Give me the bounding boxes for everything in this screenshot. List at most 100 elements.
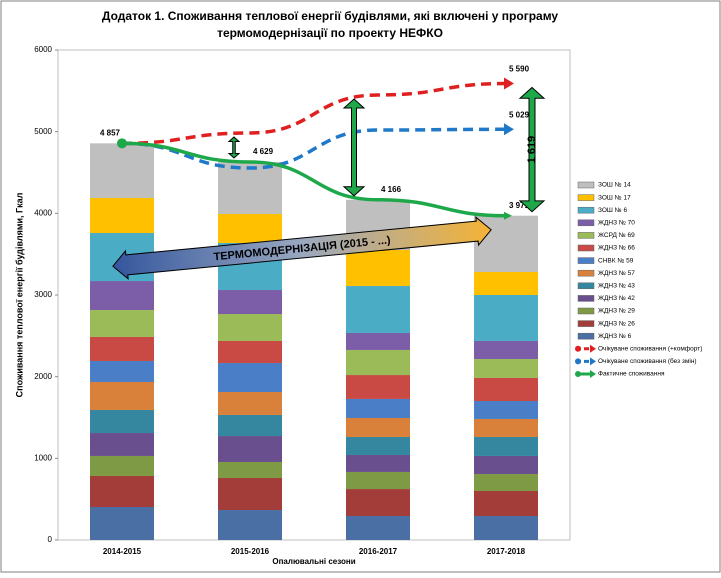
bar-segment bbox=[346, 398, 410, 418]
bar-segment bbox=[346, 515, 410, 540]
legend-label: ЖСРД № 69 bbox=[598, 232, 635, 239]
y-tick-label: 2000 bbox=[34, 372, 52, 381]
legend-swatch bbox=[577, 219, 595, 227]
legend-label: Очікуване споживання (+комфорт) bbox=[598, 345, 702, 353]
bar-segment bbox=[474, 455, 538, 475]
legend-swatch bbox=[577, 181, 595, 189]
data-label: 3 971 bbox=[509, 201, 530, 210]
bar-segment bbox=[218, 363, 282, 393]
bar-segment bbox=[218, 290, 282, 315]
legend-label: СНВК № 59 bbox=[598, 257, 634, 264]
y-tick-label: 5000 bbox=[34, 127, 52, 136]
bar-segment bbox=[218, 392, 282, 415]
gap-arrow bbox=[342, 98, 366, 197]
y-tick-label: 4000 bbox=[34, 208, 52, 217]
bar-segment bbox=[218, 414, 282, 437]
legend-swatch bbox=[590, 357, 596, 366]
bar-segment bbox=[218, 462, 282, 479]
bar-segment bbox=[474, 359, 538, 378]
bar-segment bbox=[474, 474, 538, 491]
bar-segment bbox=[474, 401, 538, 419]
bar-segment bbox=[90, 281, 154, 311]
legend-swatch bbox=[575, 371, 581, 377]
bar-segment bbox=[474, 491, 538, 516]
line-series bbox=[121, 81, 507, 146]
arrow-head bbox=[504, 211, 512, 220]
bar-segment bbox=[346, 286, 410, 333]
legend-label: ЖДНЗ № 66 bbox=[598, 245, 635, 252]
legend-label: ЗОШ № 6 bbox=[598, 207, 627, 214]
bar-segment bbox=[90, 381, 154, 410]
bar-segment bbox=[474, 437, 538, 456]
bar-segment bbox=[218, 510, 282, 540]
bar-segment bbox=[346, 349, 410, 376]
bar-segment bbox=[346, 332, 410, 350]
legend-label: ЗОШ № 17 bbox=[598, 194, 631, 201]
bar-segment bbox=[90, 455, 154, 476]
bar-segment bbox=[90, 475, 154, 508]
bar-segment bbox=[218, 213, 282, 243]
legend-swatch bbox=[577, 269, 595, 277]
legend-swatch bbox=[577, 282, 595, 290]
data-label: 4 629 bbox=[253, 147, 274, 156]
gap-arrow bbox=[227, 136, 241, 159]
legend-label: Очікуване споживання (без змін) bbox=[598, 357, 697, 365]
y-tick-label: 6000 bbox=[34, 45, 52, 54]
data-label: 4 857 bbox=[100, 128, 121, 137]
bar-segment bbox=[474, 377, 538, 402]
legend-label: ЖДНЗ № 6 bbox=[598, 333, 632, 340]
chart-title: Додаток 1. Споживання теплової енергії б… bbox=[102, 9, 559, 23]
gap-label: 1 619 bbox=[526, 136, 538, 164]
bar-segment bbox=[346, 471, 410, 490]
bar-segment bbox=[474, 418, 538, 438]
y-tick-label: 1000 bbox=[34, 453, 52, 462]
bar-segment bbox=[90, 433, 154, 456]
bar-segment bbox=[218, 314, 282, 341]
y-axis-label: Споживання теплової енергії будівлями, Г… bbox=[14, 192, 24, 397]
legend-label: ЖДНЗ № 26 bbox=[598, 320, 635, 327]
legend-swatch bbox=[590, 370, 596, 378]
bar-segment bbox=[474, 295, 538, 341]
gap-arrow bbox=[518, 86, 546, 213]
bar-segment bbox=[218, 478, 282, 511]
bar-segment bbox=[90, 143, 154, 198]
x-tick-label: 2017-2018 bbox=[487, 547, 526, 556]
legend-swatch bbox=[577, 307, 595, 315]
bar-segment bbox=[346, 417, 410, 438]
legend-swatch bbox=[575, 345, 581, 352]
legend-label: Фактичне споживання bbox=[598, 371, 665, 378]
arrow-head bbox=[504, 123, 514, 136]
bar-segment bbox=[346, 250, 410, 287]
legend-label: ЖДНЗ № 70 bbox=[598, 220, 635, 227]
legend-label: ЖДНЗ № 29 bbox=[598, 308, 635, 315]
data-label: 5 029 bbox=[509, 110, 530, 119]
legend-swatch bbox=[577, 194, 595, 201]
data-label: 4 166 bbox=[381, 185, 402, 194]
bar-segment bbox=[474, 340, 538, 360]
line-series bbox=[121, 141, 507, 218]
x-axis-label: Опалювальні сезони bbox=[272, 557, 355, 566]
legend-swatch bbox=[577, 232, 595, 239]
legend-label: ЗОШ № 14 bbox=[598, 182, 631, 189]
bar-segment bbox=[346, 437, 410, 455]
line-series bbox=[121, 127, 507, 170]
legend-swatch bbox=[577, 206, 595, 214]
banner-arrow bbox=[112, 216, 492, 280]
chart-title: термомодернізації по проекту НЕФКО bbox=[217, 26, 443, 40]
bar-segment bbox=[474, 271, 538, 295]
legend-label: ЖДНЗ № 43 bbox=[598, 283, 635, 290]
legend-swatch bbox=[590, 344, 596, 353]
legend-swatch bbox=[575, 358, 581, 365]
bar-segment bbox=[90, 409, 154, 434]
bar-segment bbox=[90, 197, 154, 234]
x-tick-label: 2014-2015 bbox=[103, 547, 142, 556]
legend-swatch bbox=[577, 295, 595, 302]
legend-swatch bbox=[577, 332, 595, 340]
data-label: 5 590 bbox=[509, 65, 530, 74]
x-tick-label: 2015-2016 bbox=[231, 547, 270, 556]
bar-segment bbox=[346, 454, 410, 472]
bar-segment bbox=[218, 161, 282, 214]
arrow-head bbox=[504, 77, 514, 90]
legend-swatch bbox=[577, 244, 595, 252]
